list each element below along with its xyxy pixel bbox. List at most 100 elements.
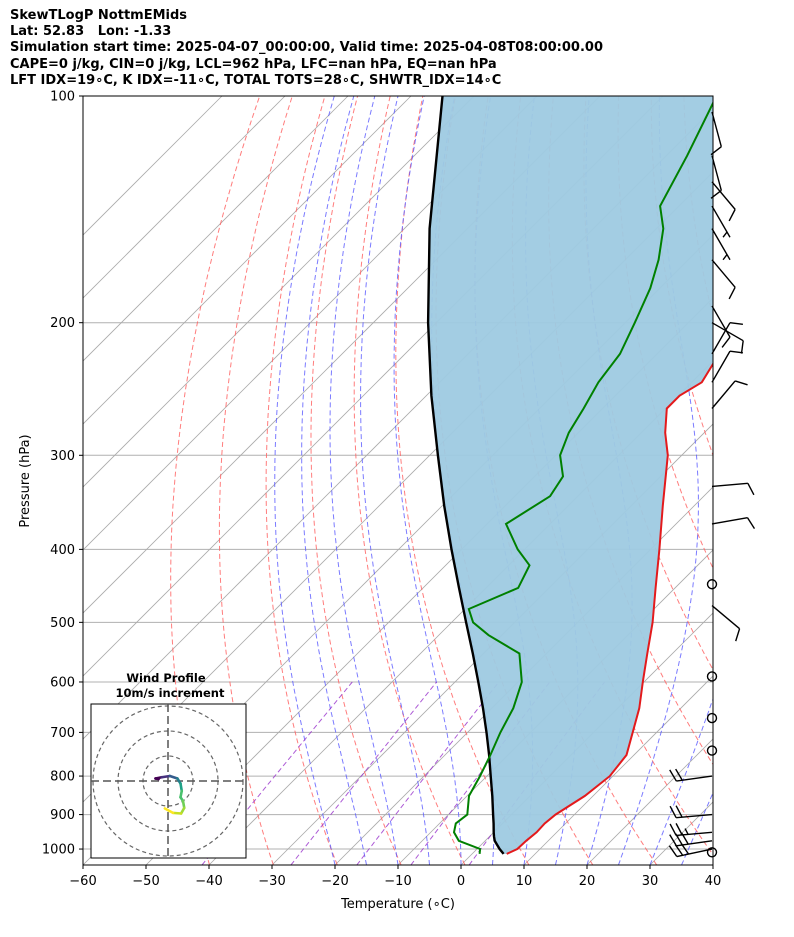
mixing-ratio-line xyxy=(201,681,353,865)
dry-adiabat-line xyxy=(717,96,794,865)
x-tick-label: 30 xyxy=(642,874,659,889)
calm-wind-barb xyxy=(706,712,718,724)
y-tick-label: 500 xyxy=(50,616,75,631)
wind-barb-shaft xyxy=(676,813,713,819)
wind-barb-shaft xyxy=(711,350,731,383)
wind-barb-flag xyxy=(740,340,744,354)
wind-barb xyxy=(668,842,713,858)
wind-barb-shaft xyxy=(711,205,731,238)
isotherm-line xyxy=(334,486,713,865)
cape-text: CAPE=0 j/kg, CIN=0 j/kg, LCL=962 hPa, LF… xyxy=(10,56,497,72)
isotherm-line xyxy=(83,96,286,299)
parcel-profile-line xyxy=(426,96,505,855)
hodograph-segment xyxy=(168,774,179,780)
wind-barb-flag xyxy=(669,805,677,819)
indices-text: LFT IDX=19∘C, K IDX=-11∘C, TOTAL TOTS=28… xyxy=(10,72,502,88)
moist-adiabat-line xyxy=(360,96,430,865)
wind-barb xyxy=(711,605,741,642)
y-tick-label: 400 xyxy=(50,543,75,558)
calm-wind-barb xyxy=(706,579,718,590)
wind-barb-flag xyxy=(728,209,736,222)
wind-barb-flag xyxy=(669,823,677,836)
wind-barb-shaft xyxy=(711,516,748,525)
wind-barb-half-flag xyxy=(722,254,728,261)
isotherm-line xyxy=(776,96,794,865)
y-tick-label: 100 xyxy=(50,90,75,105)
mixing-ratio-line xyxy=(290,681,437,865)
wind-barb-flag xyxy=(710,146,722,156)
wind-barb xyxy=(711,181,736,222)
wind-barb-flag xyxy=(669,834,677,847)
moist-adiabat-line xyxy=(649,697,713,865)
y-axis-label: Pressure (hPa) xyxy=(18,434,33,527)
wind-barb-flag xyxy=(729,321,743,326)
isotherm-line xyxy=(83,96,412,425)
wind-barb xyxy=(711,259,736,300)
moist-adiabat-line xyxy=(274,96,336,865)
calm-wind-barb xyxy=(706,847,718,858)
moist-adiabat-line xyxy=(393,96,462,865)
time-text: Simulation start time: 2025-04-07_00:00:… xyxy=(10,40,603,56)
wind-barb-flag xyxy=(728,287,736,300)
wind-barb-flag xyxy=(710,189,722,199)
wind-barb-shaft xyxy=(711,111,722,147)
inset-title: Wind Profile xyxy=(126,671,206,685)
dry-adiabat-line xyxy=(782,96,794,865)
wind-barb-flag xyxy=(669,769,677,782)
isotherm-line xyxy=(712,864,713,865)
x-tick-label: −60 xyxy=(69,874,96,889)
wind-barb xyxy=(711,482,755,496)
wind-barb xyxy=(669,768,713,782)
moist-adiabat-line xyxy=(618,96,699,865)
chart-title: SkewTLogP NottmEMids xyxy=(10,8,188,23)
wind-barb-shaft xyxy=(711,482,748,488)
wind-profile-inset: Wind Profile 10m/s increment xyxy=(90,671,247,859)
wind-barb xyxy=(711,380,748,409)
wind-barb xyxy=(711,350,743,383)
inset-content xyxy=(91,704,246,858)
wind-barb xyxy=(711,205,731,238)
wind-barb-shaft xyxy=(711,181,736,210)
x-tick-label: −40 xyxy=(195,874,222,889)
calm-wind-barb xyxy=(706,745,718,756)
wind-barb xyxy=(669,823,713,837)
mixing-ratio-line xyxy=(410,681,551,865)
x-tick-label: 20 xyxy=(579,874,596,889)
wind-barb xyxy=(710,155,722,199)
axis-ticks: −60 −50 −40 −30 −20 −10 0 10 20 30 40 100 200 300 400 5… xyxy=(42,90,721,890)
isotherm-line xyxy=(523,675,713,865)
y-tick-label: 1000 xyxy=(42,843,75,858)
wind-barb-flag xyxy=(735,628,741,642)
wind-barb xyxy=(711,305,731,348)
wind-barb xyxy=(669,805,713,819)
x-tick-label: 10 xyxy=(516,874,533,889)
x-tick-label: −50 xyxy=(132,874,159,889)
wind-barb-shaft xyxy=(676,831,713,837)
wind-barb-flag xyxy=(734,380,748,386)
x-tick-label: −20 xyxy=(321,874,348,889)
wind-barb-shaft xyxy=(711,380,736,409)
wind-barb-flag xyxy=(747,483,755,496)
wind-barb xyxy=(711,321,743,355)
y-tick-label: 900 xyxy=(50,808,75,823)
y-tick-label: 600 xyxy=(50,675,75,690)
moist-adiabat-line xyxy=(712,863,713,865)
isotherm-line xyxy=(83,96,538,551)
wind-barb-shaft xyxy=(711,605,741,630)
dry-adiabat-line xyxy=(353,96,466,865)
moist-adiabat-line xyxy=(329,96,399,865)
moist-adiabat-line xyxy=(301,96,367,865)
hodograph-segment xyxy=(160,774,172,779)
dewpoint-profile-line xyxy=(452,100,713,855)
mixing-ratio-line xyxy=(356,681,500,865)
data-layer xyxy=(426,96,713,855)
wind-barb xyxy=(711,228,731,261)
moist-adiabat-line xyxy=(681,791,713,865)
y-tick-label: 200 xyxy=(50,316,75,331)
wind-barb-shaft xyxy=(711,228,731,261)
wind-barbs xyxy=(668,111,756,858)
wind-barb-half-flag xyxy=(722,231,728,238)
x-tick-label: 40 xyxy=(705,874,722,889)
x-tick-label: −30 xyxy=(258,874,285,889)
